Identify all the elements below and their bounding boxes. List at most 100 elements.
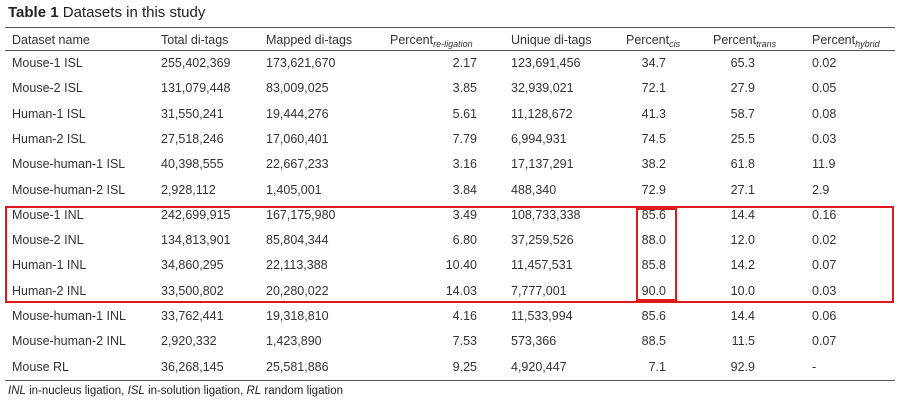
cell-mapped-ditags: 83,009,025 [266,81,329,96]
cell-percent-cis: 34.7 [641,56,666,70]
cell-percent-hybrid: 0.03 [812,131,837,146]
cell-percent-cis: 85.6 [641,207,666,222]
cell-unique-ditags: 488,340 [511,182,557,197]
cell-percent-religation: 3.84 [452,182,477,197]
header-mapped-ditags: Mapped di-tags [266,33,353,47]
table-row: Mouse-2 INL 134,813,901 85,804,344 6.80 37,2… [0,228,900,252]
cell-unique-ditags: 11,457,531 [511,258,573,273]
cell-percent-religation: 6.80 [452,233,477,248]
cell-percent-cis: 88.0 [641,233,666,248]
cell-mapped-ditags: 167,175,980 [266,207,336,222]
cell-unique-ditags: 7,777,001 [511,283,567,298]
cell-total-ditags: 242,699,915 [161,207,231,222]
cell-percent-cis: 41.3 [641,106,666,121]
cell-dataset-name: Mouse RL [12,359,69,374]
cell-unique-ditags: 17,137,291 [511,157,574,172]
cell-dataset-name: Mouse-2 ISL [12,81,83,96]
cell-percent-hybrid: 0.02 [812,233,837,248]
cell-unique-ditags: 108,733,338 [511,207,581,222]
table-row: Human-2 INL 33,500,802 20,280,022 14.03 7,77… [0,279,900,303]
header-rule [5,50,895,51]
cell-percent-hybrid: 0.07 [812,258,837,273]
table-row: Human-1 ISL 31,550,241 19,444,276 5.61 11,12… [0,102,900,126]
top-rule [5,27,895,28]
cell-dataset-name: Human-2 ISL [12,131,86,146]
cell-percent-trans: 12.0 [730,233,755,248]
cell-percent-cis: 72.9 [641,182,666,197]
cell-dataset-name: Human-2 INL [12,283,87,298]
cell-percent-hybrid: 0.07 [812,334,837,349]
cell-dataset-name: Mouse-2 INL [12,233,84,248]
cell-mapped-ditags: 19,444,276 [266,106,329,121]
cell-percent-religation: 9.25 [452,359,477,374]
cell-percent-religation: 7.79 [452,131,477,146]
cell-total-ditags: 2,928,112 [161,182,216,197]
cell-unique-ditags: 32,939,021 [511,81,574,96]
cell-dataset-name: Mouse-human-1 ISL [12,157,126,172]
table-row: Mouse-human-2 ISL 2,928,112 1,405,001 3.84 4… [0,178,900,202]
cell-percent-cis: 88.5 [641,334,666,349]
table-row: Mouse-1 ISL 255,402,369 173,621,670 2.17 123… [0,51,900,75]
cell-total-ditags: 31,550,241 [161,106,224,121]
header-percent-religation: Percentre-ligation [390,33,473,49]
header-total-ditags: Total di-tags [161,33,229,47]
cell-mapped-ditags: 25,581,886 [266,359,329,374]
cell-total-ditags: 134,813,901 [161,233,231,248]
table-header-row: Dataset name Total di-tags Mapped di-tag… [0,31,900,49]
cell-total-ditags: 34,860,295 [161,258,224,273]
cell-mapped-ditags: 1,423,890 [266,334,322,349]
cell-percent-religation: 5.61 [452,106,477,121]
cell-dataset-name: Mouse-human-2 ISL [12,182,126,197]
cell-percent-cis: 38.2 [641,157,666,172]
cell-percent-trans: 14.2 [730,258,755,273]
cell-total-ditags: 33,500,802 [161,283,224,298]
cell-mapped-ditags: 85,804,344 [266,233,329,248]
cell-percent-trans: 58.7 [730,106,755,121]
cell-mapped-ditags: 20,280,022 [266,283,329,298]
cell-percent-cis: 85.8 [641,258,666,273]
cell-percent-trans: 10.0 [730,283,755,298]
cell-percent-religation: 4.16 [452,309,477,323]
cell-percent-hybrid: 0.08 [812,106,837,121]
cell-dataset-name: Human-1 ISL [12,106,86,121]
cell-dataset-name: Mouse-human-1 INL [12,309,126,323]
table-row: Mouse-1 INL 242,699,915 167,175,980 3.49 108… [0,203,900,227]
header-dataset-name: Dataset name [12,33,90,47]
cell-total-ditags: 2,920,332 [161,334,217,349]
cell-percent-hybrid: 0.02 [812,56,837,70]
cell-unique-ditags: 4,920,447 [511,359,567,374]
cell-percent-hybrid: 11.9 [812,157,836,172]
cell-percent-trans: 61.8 [730,157,755,172]
cell-percent-cis: 74.5 [641,131,666,146]
cell-mapped-ditags: 173,621,670 [266,56,336,70]
table-row: Mouse-human-1 ISL 40,398,555 22,667,233 3.1… [0,152,900,176]
cell-percent-hybrid: 0.05 [812,81,837,96]
cell-percent-religation: 2.17 [452,56,477,70]
cell-unique-ditags: 11,533,994 [511,309,573,323]
cell-total-ditags: 40,398,555 [161,157,224,172]
header-percent-cis: Percentcis [626,33,681,49]
table-row: Mouse-human-1 INL 33,762,441 19,318,810 4.1… [0,304,900,328]
cell-percent-hybrid: 2.9 [812,182,830,197]
cell-unique-ditags: 123,691,456 [511,56,581,70]
cell-percent-hybrid: - [812,359,817,374]
cell-percent-trans: 11.5 [731,334,755,349]
cell-mapped-ditags: 1,405,001 [266,182,322,197]
cell-dataset-name: Human-1 INL [12,258,87,273]
cell-total-ditags: 27,518,246 [161,131,224,146]
cell-percent-religation: 3.16 [452,157,477,172]
table-row: Human-2 ISL 27,518,246 17,060,401 7.79 6,994… [0,127,900,151]
cell-percent-cis: 85.6 [641,309,666,323]
bottom-rule [5,380,895,381]
cell-percent-trans: 14.4 [730,207,755,222]
cell-mapped-ditags: 22,667,233 [266,157,329,172]
table-row: Mouse-2 ISL 131,079,448 83,009,025 3.85 32,9… [0,76,900,100]
cell-mapped-ditags: 19,318,810 [266,309,329,323]
cell-percent-trans: 25.5 [730,131,755,146]
table-row: Human-1 INL 34,860,295 22,113,388 10.40 11,4… [0,253,900,277]
cell-mapped-ditags: 22,113,388 [266,258,328,273]
cis-highlight-box [636,208,677,301]
cell-percent-hybrid: 0.16 [812,207,837,222]
cell-percent-hybrid: 0.06 [812,309,837,323]
cell-percent-hybrid: 0.03 [812,283,837,298]
